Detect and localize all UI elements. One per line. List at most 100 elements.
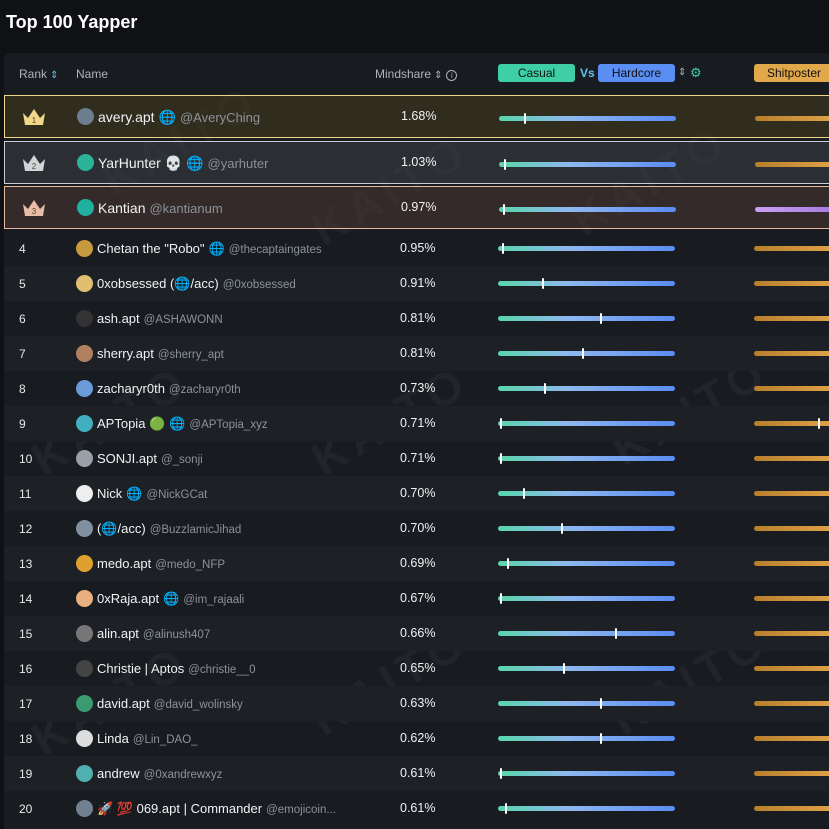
yapper-name[interactable]: sherry.apt @sherry_apt	[97, 346, 224, 361]
avatar[interactable]	[76, 485, 93, 502]
avatar[interactable]	[77, 199, 94, 216]
yapper-name[interactable]: Linda @Lin_DAO_	[97, 731, 198, 746]
table-row[interactable]: 7 sherry.apt @sherry_apt 0.81%	[4, 336, 829, 371]
yapper-name[interactable]: APTopia 🟢 🌐 @APTopia_xyz	[97, 416, 268, 432]
yapper-name[interactable]: avery.apt 🌐 @AveryChing	[98, 109, 260, 126]
yapper-handle[interactable]: @NickGCat	[146, 489, 208, 501]
yapper-name[interactable]: david.apt @david_wolinsky	[97, 696, 243, 711]
yapper-name[interactable]: Christie | Aptos @christie__0	[97, 661, 256, 676]
shitposter-bar	[754, 631, 829, 636]
avatar[interactable]	[76, 555, 93, 572]
yapper-handle[interactable]: @im_rajaali	[183, 594, 245, 606]
avatar[interactable]	[76, 345, 93, 362]
avatar[interactable]	[76, 310, 93, 327]
table-row[interactable]: 20 🚀 💯 069.apt | Commander @emojicoin... 0.…	[4, 791, 829, 826]
table-row[interactable]: 13 medo.apt @medo_NFP 0.69%	[4, 546, 829, 581]
yapper-handle[interactable]: @david_wolinsky	[153, 699, 243, 711]
avatar[interactable]	[76, 380, 93, 397]
yapper-handle[interactable]: @christie__0	[188, 664, 256, 676]
table-row[interactable]: 8 zacharyr0th @zacharyr0th 0.73%	[4, 371, 829, 406]
table-row[interactable]: 15 alin.apt @alinush407 0.66%	[4, 616, 829, 651]
avatar[interactable]	[76, 450, 93, 467]
yapper-name[interactable]: SONJI.apt @_sonji	[97, 451, 203, 466]
yapper-handle[interactable]: @BuzzlamicJihad	[149, 524, 242, 536]
table-row[interactable]: 2 YarHunter 💀 🌐 @yarhuter 1.03%	[4, 140, 829, 184]
sort-arrows-icon[interactable]: ⇕	[50, 70, 59, 81]
yapper-name[interactable]: Kantian @kantianum	[98, 200, 223, 216]
yapper-name[interactable]: alin.apt @alinush407	[97, 626, 210, 641]
table-header: Rank ⇕ Name Mindshare ⇕ i Casual Vs Hardcor…	[4, 53, 829, 93]
yapper-name[interactable]: andrew @0xandrewxyz	[97, 766, 222, 781]
table-row[interactable]: 12 (🌐/acc) @BuzzlamicJihad 0.70%	[4, 511, 829, 546]
yapper-handle[interactable]: @zacharyr0th	[168, 384, 241, 396]
info-icon[interactable]: i	[446, 70, 458, 81]
avatar[interactable]	[76, 275, 93, 292]
table-row[interactable]: 17 david.apt @david_wolinsky 0.63%	[4, 686, 829, 721]
table-row[interactable]: 6 ash.apt @ASHAWONN 0.81%	[4, 301, 829, 336]
vs-label: Vs	[580, 66, 595, 80]
yapper-handle[interactable]: @medo_NFP	[155, 559, 226, 571]
yapper-handle[interactable]: @kantianum	[149, 201, 223, 216]
casual-hardcore-bar	[498, 733, 675, 744]
shitposter-marker	[818, 418, 820, 429]
avatar[interactable]	[76, 415, 93, 432]
yapper-name[interactable]: 0xRaja.apt 🌐 @im_rajaali	[97, 591, 244, 607]
yapper-display-name: andrew	[97, 766, 140, 781]
yapper-handle[interactable]: @yarhuter	[207, 155, 269, 171]
avatar[interactable]	[76, 695, 93, 712]
avatar[interactable]	[76, 240, 93, 257]
yapper-name[interactable]: zacharyr0th @zacharyr0th	[97, 381, 241, 396]
table-row[interactable]: 1 avery.apt 🌐 @AveryChing 1.68%	[4, 95, 829, 138]
table-row[interactable]: 5 0xobsessed (🌐/acc) @0xobsessed 0.91%	[4, 266, 829, 301]
avatar[interactable]	[77, 108, 94, 125]
avatar[interactable]	[76, 730, 93, 747]
avatar[interactable]	[76, 660, 93, 677]
table-row[interactable]: 9 APTopia 🟢 🌐 @APTopia_xyz 0.71%	[4, 406, 829, 441]
yapper-name[interactable]: ash.apt @ASHAWONN	[97, 311, 223, 326]
table-row[interactable]: 10 SONJI.apt @_sonji 0.71%	[4, 441, 829, 476]
avatar[interactable]	[76, 520, 93, 537]
yapper-name[interactable]: Nick 🌐 @NickGCat	[97, 486, 207, 502]
yapper-handle[interactable]: @_sonji	[160, 454, 203, 466]
yapper-name[interactable]: YarHunter 💀 🌐 @yarhuter	[98, 155, 268, 172]
yapper-handle[interactable]: @ASHAWONN	[143, 314, 223, 326]
yapper-name[interactable]: 🚀 💯 069.apt | Commander @emojicoin...	[97, 801, 336, 817]
yapper-handle[interactable]: @APTopia_xyz	[189, 419, 268, 431]
table-row[interactable]: 4 Chetan the "Robo" 🌐 @thecaptaingates 0.95%	[4, 231, 829, 266]
avatar[interactable]	[77, 153, 94, 171]
yapper-handle[interactable]: @0xobsessed	[222, 279, 296, 291]
table-row[interactable]: 16 Christie | Aptos @christie__0 0.65%	[4, 651, 829, 686]
casual-tag[interactable]: Casual	[498, 64, 575, 82]
avatar[interactable]	[76, 765, 93, 782]
yapper-name[interactable]: (🌐/acc) @BuzzlamicJihad	[97, 521, 241, 537]
yapper-handle[interactable]: @thecaptaingates	[228, 244, 322, 256]
avatar[interactable]	[76, 625, 93, 642]
yapper-handle[interactable]: @AveryChing	[179, 110, 261, 125]
table-row[interactable]: 19 andrew @0xandrewxyz 0.61%	[4, 756, 829, 791]
rank-column-header[interactable]: Rank ⇕	[19, 67, 59, 81]
avatar[interactable]	[76, 800, 93, 817]
sort-arrows-icon[interactable]: ⇕	[678, 67, 687, 78]
table-row[interactable]: 14 0xRaja.apt 🌐 @im_rajaali 0.67%	[4, 581, 829, 616]
gear-icon[interactable]: ⚙	[690, 65, 702, 80]
yapper-handle[interactable]: @Lin_DAO_	[132, 734, 198, 746]
yapper-handle[interactable]: @sherry_apt	[157, 349, 224, 361]
casual-hardcore-bar	[498, 593, 675, 604]
mindshare-column-header[interactable]: Mindshare ⇕ i	[375, 67, 458, 81]
table-row[interactable]: 11 Nick 🌐 @NickGCat 0.70%	[4, 476, 829, 511]
sort-arrows-icon[interactable]: ⇕	[434, 70, 443, 81]
yapper-name[interactable]: Chetan the "Robo" 🌐 @thecaptaingates	[97, 241, 322, 257]
casual-hardcore-bar	[498, 663, 675, 674]
yapper-display-name: david.apt	[97, 696, 150, 711]
table-row[interactable]: 18 Linda @Lin_DAO_ 0.62%	[4, 721, 829, 756]
shitposter-tag[interactable]: Shitposter	[754, 64, 829, 82]
table-row[interactable]: 3 Kantian @kantianum 0.97%	[4, 186, 829, 229]
yapper-name[interactable]: 0xobsessed (🌐/acc) @0xobsessed	[97, 276, 296, 292]
avatar[interactable]	[76, 590, 93, 607]
yapper-handle[interactable]: @emojicoin...	[266, 804, 336, 816]
hardcore-tag[interactable]: Hardcore	[598, 64, 675, 82]
yapper-handle[interactable]: @alinush407	[142, 629, 211, 641]
yapper-name[interactable]: medo.apt @medo_NFP	[97, 556, 225, 571]
yapper-handle[interactable]: @0xandrewxyz	[143, 769, 223, 781]
name-badge: 💀 🌐	[164, 154, 204, 171]
